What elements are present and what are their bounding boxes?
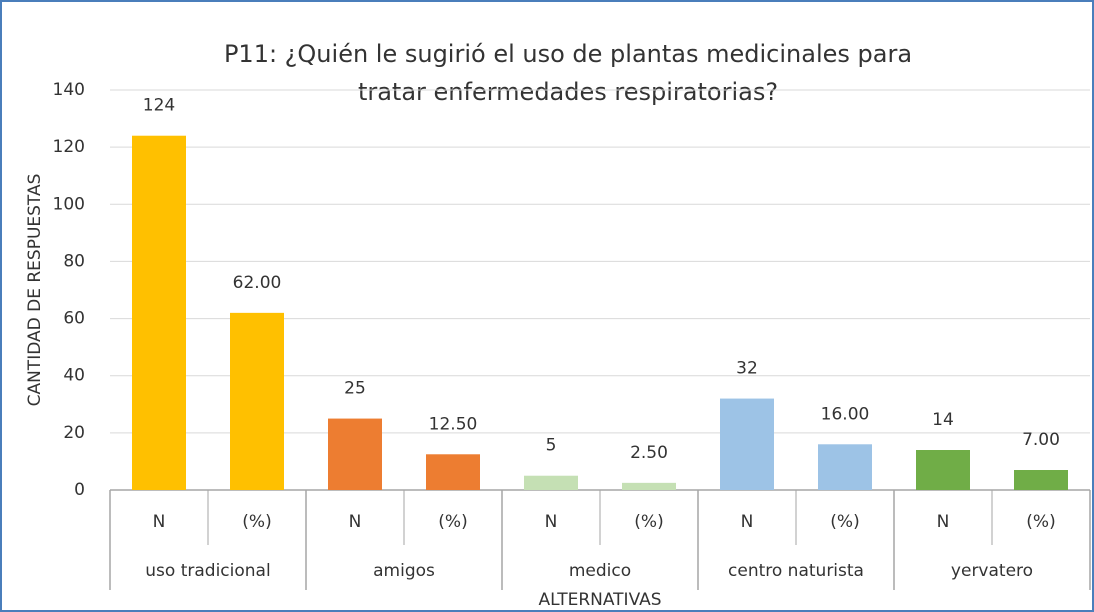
x-tick-label: N (937, 512, 950, 532)
bar (916, 450, 970, 490)
data-label: 124 (143, 96, 175, 116)
bar (524, 475, 578, 490)
x-tick-label: (%) (634, 512, 663, 532)
y-axis-title: CANTIDAD DE RESPUESTAS (25, 174, 45, 407)
x-tick-label: N (153, 512, 166, 532)
y-tick-label: 80 (63, 251, 85, 271)
x-tick-label: N (349, 512, 362, 532)
bar (622, 482, 676, 490)
data-label: 14 (932, 410, 954, 430)
chart-title: tratar enfermedades respiratorias? (358, 78, 778, 106)
data-label: 2.50 (630, 443, 668, 463)
y-tick-label: 140 (53, 80, 85, 100)
group-label: amigos (373, 561, 435, 581)
x-axis-title: ALTERNATIVAS (538, 590, 661, 610)
bar (720, 398, 774, 490)
y-tick-label: 0 (74, 480, 85, 500)
bar (426, 454, 480, 490)
bar (328, 418, 382, 490)
bar (818, 444, 872, 490)
y-tick-label: 20 (63, 423, 85, 443)
group-label: medico (569, 561, 631, 581)
x-tick-label: N (545, 512, 558, 532)
y-tick-label: 120 (53, 137, 85, 157)
data-label: 62.00 (233, 273, 282, 293)
data-label: 5 (546, 436, 557, 456)
x-tick-label: N (741, 512, 754, 532)
x-tick-label: (%) (830, 512, 859, 532)
data-label: 32 (736, 359, 758, 379)
group-label: uso tradicional (145, 561, 270, 581)
bar (1014, 470, 1068, 490)
data-label: 25 (344, 379, 366, 399)
data-label: 7.00 (1022, 430, 1060, 450)
data-label: 12.50 (429, 414, 478, 434)
x-tick-label: (%) (242, 512, 271, 532)
chart-title: P11: ¿Quién le sugirió el uso de plantas… (224, 40, 912, 68)
bar (132, 135, 186, 490)
x-tick-label: (%) (1026, 512, 1055, 532)
y-tick-label: 60 (63, 309, 85, 329)
y-tick-label: 40 (63, 366, 85, 386)
group-label: centro naturista (728, 561, 864, 581)
group-label: yervatero (951, 561, 1033, 581)
data-label: 16.00 (821, 404, 870, 424)
y-tick-label: 100 (53, 194, 85, 214)
x-tick-label: (%) (438, 512, 467, 532)
bar (230, 312, 284, 490)
